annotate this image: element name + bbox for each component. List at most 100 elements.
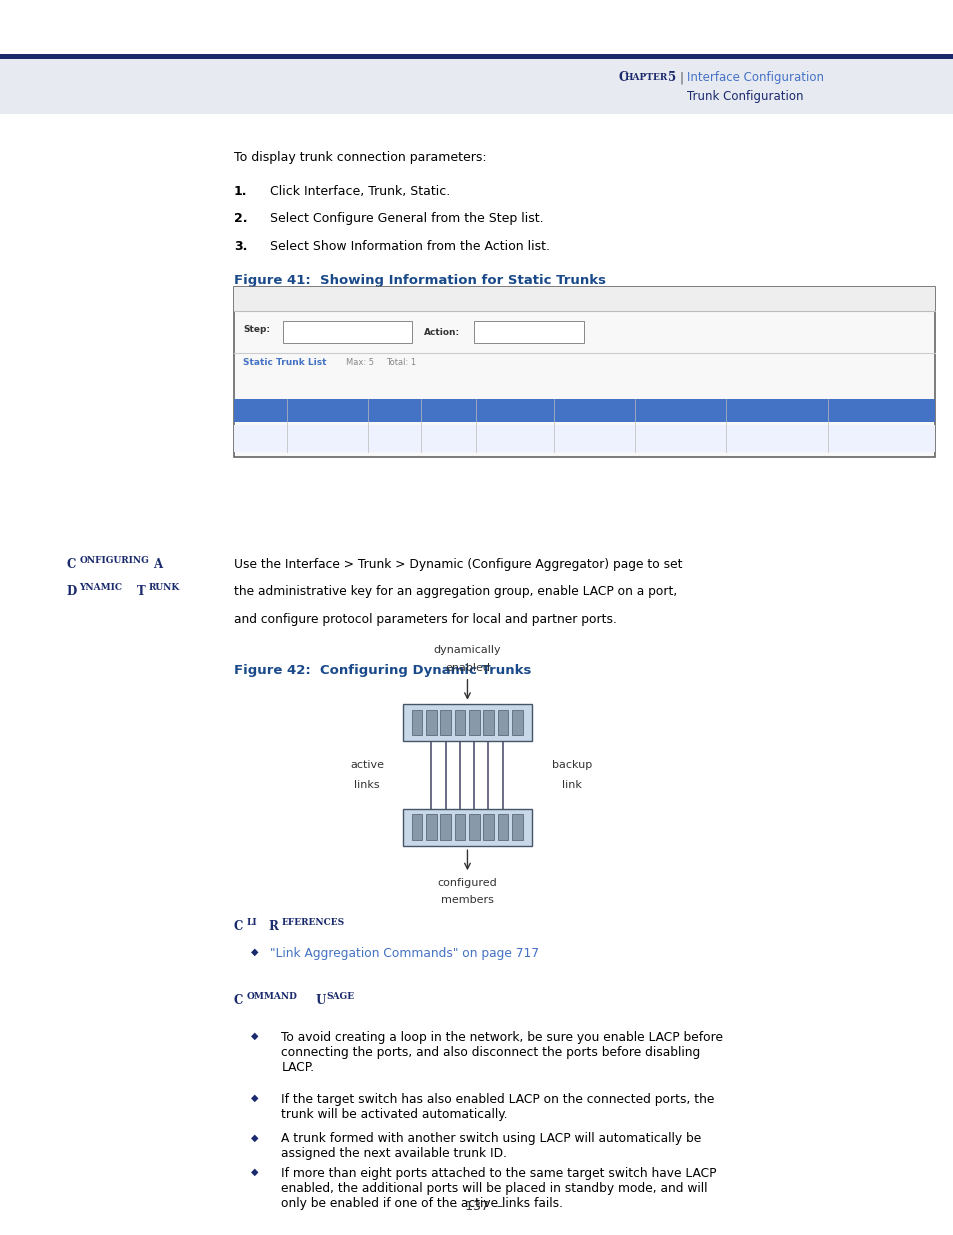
Bar (0, 54, 953, 59)
Bar (439, 815, 451, 841)
Bar (233, 399, 934, 422)
Text: Enabled: Enabled (664, 433, 696, 443)
Text: EFERENCES: EFERENCES (281, 918, 344, 926)
Text: HAPTER: HAPTER (624, 73, 667, 83)
Bar (482, 709, 494, 736)
Text: Enabled: Enabled (433, 433, 463, 443)
Text: Down: Down (504, 433, 525, 443)
Text: links: links (355, 779, 379, 790)
Text: Name: Name (383, 408, 405, 414)
Text: enabled: enabled (444, 663, 490, 673)
Bar (402, 704, 531, 741)
Bar (469, 815, 479, 841)
Text: active: active (350, 760, 384, 771)
Bar (412, 815, 422, 841)
Text: C: C (233, 920, 243, 934)
Text: and configure protocol parameters for local and partner ports.: and configure protocol parameters for lo… (233, 613, 616, 626)
Bar (402, 809, 531, 846)
Text: D: D (67, 585, 77, 599)
Bar (511, 709, 522, 736)
Bar (511, 815, 522, 841)
Bar (233, 425, 934, 452)
Bar (0, 56, 953, 114)
Bar (233, 287, 934, 311)
Text: ◆: ◆ (251, 1093, 258, 1103)
Text: ◆: ◆ (251, 1132, 258, 1142)
Bar (439, 709, 451, 736)
Text: 5: 5 (667, 72, 676, 84)
Bar (412, 709, 422, 736)
Text: 1: 1 (259, 433, 263, 443)
Text: configured: configured (437, 878, 497, 888)
Text: U: U (312, 994, 326, 1008)
Text: Media Type: Media Type (572, 408, 617, 414)
Text: Step:: Step: (243, 325, 270, 335)
Text: T: T (136, 585, 145, 599)
Text: Interface > Trunk > Static: Interface > Trunk > Static (243, 294, 375, 304)
Text: 1.: 1. (233, 185, 247, 199)
Text: Trunk Configuration: Trunk Configuration (686, 90, 802, 103)
Text: link: link (562, 779, 581, 790)
Text: Select Configure General from the Step list.: Select Configure General from the Step l… (270, 212, 543, 226)
Text: LI: LI (246, 918, 256, 926)
Text: 100full: 100full (763, 433, 789, 443)
Text: A trunk formed with another switch using LACP will automatically be
assigned the: A trunk formed with another switch using… (281, 1132, 701, 1161)
Text: Select Show Information from the Action list.: Select Show Information from the Action … (270, 240, 550, 253)
Text: Oper Flow Control: Oper Flow Control (838, 408, 910, 414)
Text: the administrative key for an aggregation group, enable LACP on a port,: the administrative key for an aggregatio… (233, 585, 677, 599)
Text: "Link Aggregation Commands" on page 717: "Link Aggregation Commands" on page 717 (270, 947, 538, 961)
Text: If the target switch has also enabled LACP on the connected ports, the
trunk wil: If the target switch has also enabled LA… (281, 1093, 714, 1121)
Text: Trunk: Trunk (250, 408, 273, 414)
Text: Autonegotiation: Autonegotiation (648, 408, 712, 414)
Bar (469, 709, 479, 736)
Text: Action:: Action: (423, 327, 459, 337)
Bar (497, 709, 508, 736)
Bar (425, 709, 436, 736)
Bar (454, 709, 465, 736)
Bar (0, 0, 953, 56)
Text: Click Interface, Trunk, Static.: Click Interface, Trunk, Static. (270, 185, 450, 199)
Text: None: None (864, 433, 883, 443)
Text: 100Base-TX: 100Base-TX (305, 433, 350, 443)
Text: backup: backup (552, 760, 592, 771)
Text: A: A (152, 558, 162, 572)
Bar (233, 287, 934, 457)
Text: Static Trunk List: Static Trunk List (243, 358, 327, 367)
Text: YNAMIC: YNAMIC (79, 583, 122, 592)
Bar (454, 815, 465, 841)
Text: dynamically: dynamically (434, 645, 500, 655)
Text: C: C (233, 994, 243, 1008)
Bar (497, 815, 508, 841)
Text: Max: 5: Max: 5 (346, 358, 374, 367)
Text: ◆: ◆ (251, 1031, 258, 1041)
Text: 2. Configure General  ▼: 2. Configure General ▼ (288, 327, 377, 337)
Text: To avoid creating a loop in the network, be sure you enable LACP before
connecti: To avoid creating a loop in the network,… (281, 1031, 722, 1074)
Text: Oper Speed Duplex: Oper Speed Duplex (738, 408, 815, 414)
Text: Figure 41:  Showing Information for Static Trunks: Figure 41: Showing Information for Stati… (233, 274, 605, 288)
Text: –  137  –: – 137 – (451, 1199, 502, 1213)
Text: C: C (618, 72, 627, 84)
Text: Total: 1: Total: 1 (386, 358, 416, 367)
Text: ONFIGURING: ONFIGURING (79, 556, 149, 564)
Text: 2.: 2. (233, 212, 247, 226)
Bar (425, 815, 436, 841)
Text: SAGE: SAGE (326, 992, 354, 1000)
Bar (482, 815, 494, 841)
Text: Show Information  ▼: Show Information ▼ (478, 327, 557, 337)
Bar (283, 321, 412, 343)
Text: OMMAND: OMMAND (246, 992, 296, 1000)
Text: ◆: ◆ (251, 947, 258, 957)
Text: Oper Status: Oper Status (491, 408, 538, 414)
Text: To display trunk connection parameters:: To display trunk connection parameters: (233, 151, 486, 164)
Bar (474, 321, 583, 343)
Text: C: C (67, 558, 76, 572)
Text: |: | (679, 72, 682, 84)
Text: members: members (440, 895, 494, 905)
Text: Use the Interface > Trunk > Dynamic (Configure Aggregator) page to set: Use the Interface > Trunk > Dynamic (Con… (233, 558, 681, 572)
Text: Admin: Admin (436, 408, 460, 414)
Text: 3.: 3. (233, 240, 247, 253)
Text: Type: Type (318, 408, 336, 414)
Text: R: R (265, 920, 279, 934)
Text: Figure 42:  Configuring Dynamic Trunks: Figure 42: Configuring Dynamic Trunks (233, 664, 531, 678)
Text: RUNK: RUNK (149, 583, 180, 592)
